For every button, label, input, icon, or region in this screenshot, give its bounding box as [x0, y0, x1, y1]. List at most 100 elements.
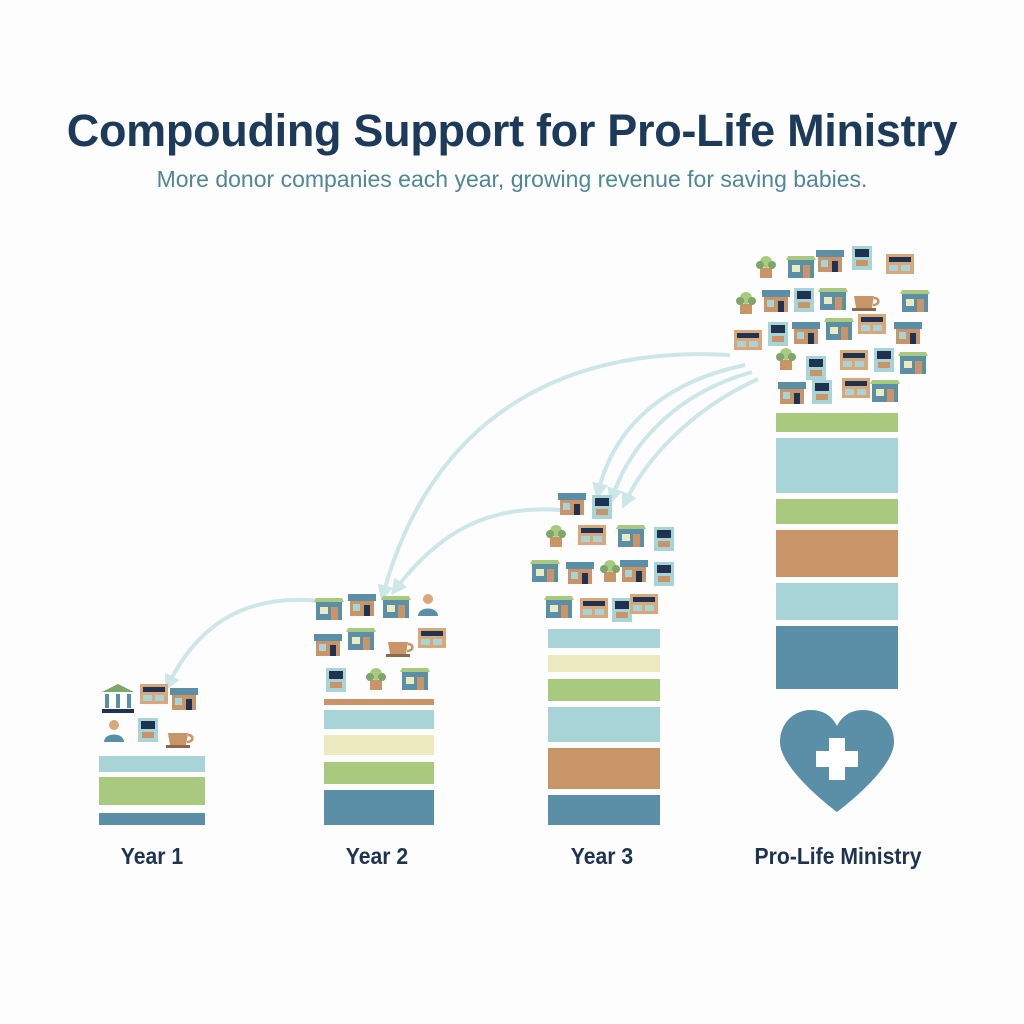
- bank-icon: [102, 684, 134, 713]
- shop-icon: [894, 322, 922, 344]
- ministry-band-5: [776, 583, 898, 620]
- sign-icon: [630, 594, 658, 614]
- kiosk-icon: [592, 495, 612, 519]
- ministry-band-3: [776, 499, 898, 524]
- person-icon: [418, 594, 438, 616]
- kiosk-icon: [812, 380, 832, 404]
- store-icon: [346, 628, 376, 650]
- coffee-cup-icon: [850, 294, 880, 313]
- sign-icon: [842, 378, 870, 398]
- year3-band-1: [548, 629, 660, 648]
- sign-icon: [734, 330, 762, 350]
- column-label-year3: Year 3: [570, 843, 634, 869]
- store-icon: [786, 256, 816, 278]
- ministry-band-6: [776, 626, 898, 689]
- plant-icon: [366, 668, 386, 690]
- plant-icon: [546, 525, 566, 547]
- coffee-cup-icon: [164, 731, 194, 750]
- store-icon: [824, 318, 854, 340]
- year3-band-3: [548, 679, 660, 701]
- plant-icon: [736, 292, 756, 314]
- worker-icon: [104, 720, 124, 742]
- year1-icons: [102, 684, 198, 750]
- store-icon: [900, 290, 930, 312]
- store-icon: [530, 560, 560, 582]
- plant-icon: [776, 348, 796, 370]
- shop-icon: [620, 560, 648, 582]
- sign-icon: [578, 525, 606, 545]
- year2-band-5: [324, 790, 434, 825]
- plant-icon: [600, 560, 620, 582]
- year2-band-2: [324, 710, 434, 729]
- sign-icon: [886, 254, 914, 274]
- year3-stack: [548, 629, 660, 825]
- sign-icon: [580, 598, 608, 618]
- year2-stack: [324, 699, 434, 825]
- ministry-band-1: [776, 413, 898, 432]
- year2-icons: [314, 594, 446, 692]
- sign-icon: [418, 628, 446, 648]
- kiosk-icon: [794, 288, 814, 312]
- column-label-year1: Year 1: [120, 843, 184, 869]
- kiosk-icon: [806, 356, 826, 380]
- year3-band-4: [548, 707, 660, 742]
- year1-band-2: [99, 777, 205, 805]
- shop-icon: [778, 382, 806, 404]
- ministry-stack: [776, 413, 898, 689]
- kiosk-icon: [654, 527, 674, 551]
- store-icon: [400, 668, 430, 690]
- sign-icon: [840, 350, 868, 370]
- store-icon: [818, 288, 848, 310]
- diagram-title: Compouding Support for Pro-Life Ministry: [66, 105, 958, 156]
- store-icon: [314, 598, 344, 620]
- kiosk-icon: [768, 322, 788, 346]
- store-icon: [870, 380, 900, 402]
- year3-band-2: [548, 655, 660, 672]
- store-icon: [544, 596, 574, 618]
- plant-icon: [756, 256, 776, 278]
- store-icon: [898, 352, 928, 374]
- year1-band-1: [99, 756, 205, 772]
- kiosk-icon: [654, 562, 674, 586]
- coffee-cup-icon: [384, 640, 414, 659]
- column-label-ministry: Pro-Life Ministry: [754, 843, 922, 869]
- column-label-year2: Year 2: [345, 843, 409, 869]
- shop-icon: [792, 322, 820, 344]
- storefront-icon: [140, 684, 168, 704]
- ministry-band-2: [776, 438, 898, 493]
- ministry-icons: [734, 246, 930, 404]
- shop-icon: [314, 634, 342, 656]
- kiosk-icon: [852, 246, 872, 270]
- store-icon: [616, 525, 646, 547]
- year1-stack: [99, 756, 205, 825]
- year2-band-4: [324, 762, 434, 784]
- year3-band-6: [548, 795, 660, 825]
- arrow-ministry-to-year3-b: [607, 370, 753, 505]
- year3-icons: [530, 493, 674, 622]
- arrow-ministry-to-year2: [377, 352, 731, 602]
- store-icon: [381, 596, 411, 618]
- kiosk-icon: [612, 598, 632, 622]
- kiosk-icon: [326, 668, 346, 692]
- year3-band-5: [548, 748, 660, 789]
- year1-band-3: [99, 813, 205, 825]
- shop-icon: [762, 290, 790, 312]
- ministry-band-4: [776, 530, 898, 577]
- kiosk-icon: [874, 348, 894, 372]
- arrow-ministry-to-year3-c: [621, 377, 759, 509]
- year2-band-1: [324, 699, 434, 705]
- diagram-subtitle: More donor companies each year, growing …: [156, 166, 868, 192]
- shop-icon: [566, 562, 594, 584]
- arrow-ministry-to-year3-a: [592, 363, 746, 500]
- register-icon: [138, 718, 158, 742]
- sign-icon: [858, 314, 886, 334]
- shop-icon: [816, 250, 844, 272]
- arrow-year3-to-year2-a: [391, 507, 561, 596]
- arrow-year1-to-year2: [165, 597, 321, 691]
- shop-icon: [348, 594, 376, 616]
- year2-band-3: [324, 735, 434, 755]
- shop-icon: [170, 688, 198, 710]
- shop-icon: [558, 493, 586, 515]
